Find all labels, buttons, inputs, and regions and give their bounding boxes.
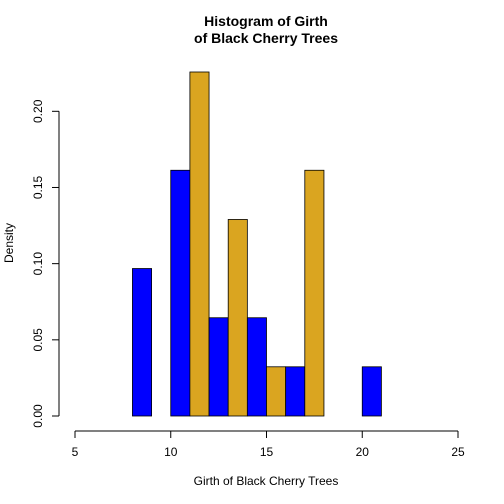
histogram-bar — [227, 219, 248, 417]
histogram-bar — [170, 169, 191, 417]
histogram-bar — [132, 268, 152, 417]
y-axis: 0.00 0.05 0.10 0.15 0.20 — [31, 99, 60, 428]
y-tick-label: 0.05 — [31, 328, 45, 352]
histogram-bar — [304, 169, 325, 417]
y-tick-label: 0.00 — [31, 404, 45, 428]
histogram-bars — [132, 71, 382, 417]
histogram-bar — [189, 71, 210, 417]
histogram-bar — [266, 366, 287, 417]
histogram-bar — [361, 366, 382, 417]
chart-subtitle: of Black Cherry Trees — [194, 30, 338, 46]
histogram-bar — [208, 317, 229, 417]
x-tick-label: 10 — [164, 445, 178, 459]
histogram-bar — [246, 317, 267, 417]
chart-title: Histogram of Girth — [204, 13, 328, 29]
y-tick-label: 0.15 — [31, 175, 45, 199]
x-tick-label: 25 — [451, 445, 465, 459]
y-tick-label: 0.20 — [31, 99, 45, 123]
histogram-bar — [285, 366, 306, 417]
x-tick-label: 5 — [72, 445, 79, 459]
y-tick-label: 0.10 — [31, 252, 45, 276]
x-axis: 5 10 15 20 25 — [72, 430, 465, 459]
y-axis-label: Density — [2, 223, 16, 263]
x-axis-label: Girth of Black Cherry Trees — [194, 474, 339, 488]
x-tick-label: 20 — [356, 445, 370, 459]
x-tick-label: 15 — [260, 445, 274, 459]
